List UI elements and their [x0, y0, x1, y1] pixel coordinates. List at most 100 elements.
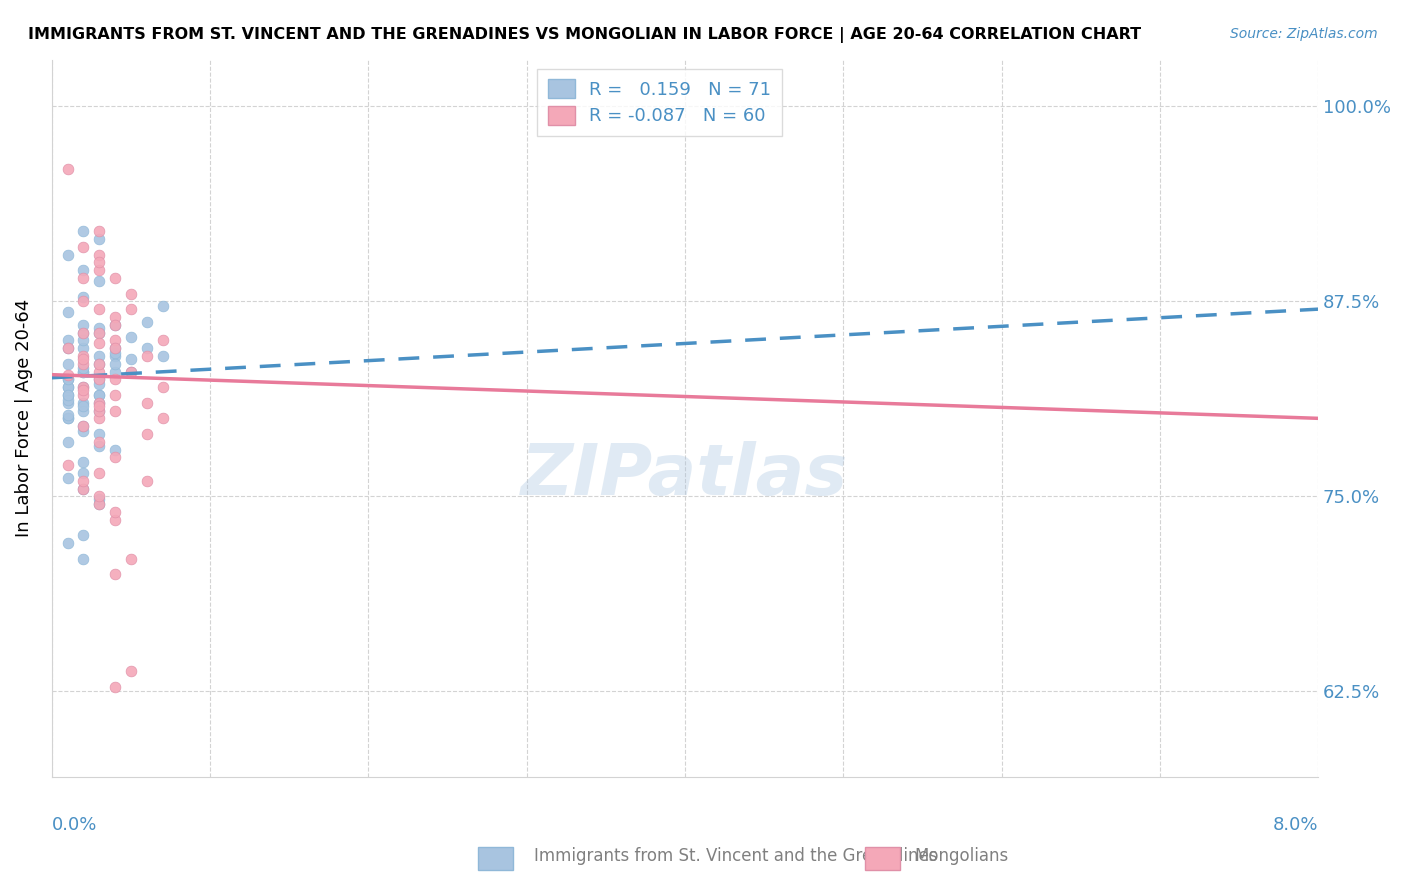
Point — [89, 357, 111, 371]
Point — [89, 411, 111, 425]
Point — [72, 224, 94, 238]
Point — [89, 336, 111, 351]
Point — [72, 326, 94, 340]
Point — [104, 318, 127, 332]
Point — [135, 315, 157, 329]
Point — [104, 334, 127, 348]
Point — [89, 377, 111, 392]
Text: Immigrants from St. Vincent and the Grenadines: Immigrants from St. Vincent and the Gren… — [534, 847, 938, 865]
Point — [89, 403, 111, 417]
Point — [72, 482, 94, 496]
Point — [72, 361, 94, 376]
Point — [72, 424, 94, 438]
Text: Source: ZipAtlas.com: Source: ZipAtlas.com — [1230, 27, 1378, 41]
Point — [89, 388, 111, 402]
Point — [72, 334, 94, 348]
Point — [72, 380, 94, 394]
Point — [89, 255, 111, 269]
Point — [89, 224, 111, 238]
Point — [72, 482, 94, 496]
Point — [72, 474, 94, 488]
Point — [120, 330, 142, 344]
Point — [72, 419, 94, 434]
Point — [89, 372, 111, 386]
Point — [56, 161, 79, 176]
Point — [89, 372, 111, 386]
Point — [56, 334, 79, 348]
Point — [56, 247, 79, 261]
Point — [72, 365, 94, 379]
Point — [72, 365, 94, 379]
Point — [72, 419, 94, 434]
Point — [152, 411, 174, 425]
Point — [89, 247, 111, 261]
Point — [72, 399, 94, 413]
Point — [72, 294, 94, 309]
Point — [120, 551, 142, 566]
Point — [56, 470, 79, 484]
Point — [89, 434, 111, 449]
Point — [135, 349, 157, 363]
Point — [104, 450, 127, 465]
Point — [56, 536, 79, 550]
Point — [72, 290, 94, 304]
Text: IMMIGRANTS FROM ST. VINCENT AND THE GRENADINES VS MONGOLIAN IN LABOR FORCE | AGE: IMMIGRANTS FROM ST. VINCENT AND THE GREN… — [28, 27, 1142, 43]
Point — [104, 357, 127, 371]
Point — [120, 365, 142, 379]
Point — [104, 442, 127, 457]
Point — [89, 426, 111, 441]
Point — [89, 321, 111, 335]
Point — [104, 271, 127, 285]
Point — [89, 365, 111, 379]
Point — [89, 439, 111, 453]
Point — [56, 388, 79, 402]
Point — [104, 365, 127, 379]
Point — [72, 341, 94, 355]
Point — [104, 372, 127, 386]
Point — [72, 263, 94, 277]
Point — [89, 403, 111, 417]
Point — [120, 352, 142, 367]
Point — [152, 299, 174, 313]
Point — [89, 497, 111, 511]
Point — [72, 271, 94, 285]
Point — [56, 411, 79, 425]
Point — [104, 341, 127, 355]
Point — [89, 388, 111, 402]
Point — [72, 528, 94, 542]
Point — [152, 380, 174, 394]
Point — [152, 349, 174, 363]
Point — [89, 492, 111, 507]
Text: 0.0%: 0.0% — [52, 816, 97, 834]
Point — [89, 326, 111, 340]
Point — [89, 302, 111, 317]
Point — [135, 474, 157, 488]
Point — [56, 305, 79, 319]
Point — [120, 664, 142, 678]
Point — [56, 380, 79, 394]
Point — [89, 396, 111, 410]
Point — [56, 341, 79, 355]
Point — [104, 403, 127, 417]
Point — [56, 396, 79, 410]
Legend: R =   0.159   N = 71, R = -0.087   N = 60: R = 0.159 N = 71, R = -0.087 N = 60 — [537, 69, 782, 136]
Point — [89, 274, 111, 288]
Point — [72, 349, 94, 363]
Point — [89, 396, 111, 410]
Point — [104, 505, 127, 519]
Point — [89, 357, 111, 371]
Point — [72, 318, 94, 332]
Point — [120, 365, 142, 379]
Point — [89, 232, 111, 246]
Point — [72, 326, 94, 340]
Point — [56, 411, 79, 425]
Point — [72, 240, 94, 254]
Point — [72, 396, 94, 410]
Point — [72, 357, 94, 371]
Point — [89, 263, 111, 277]
Point — [104, 310, 127, 324]
Point — [135, 396, 157, 410]
Point — [72, 380, 94, 394]
Point — [89, 489, 111, 503]
Point — [72, 384, 94, 398]
